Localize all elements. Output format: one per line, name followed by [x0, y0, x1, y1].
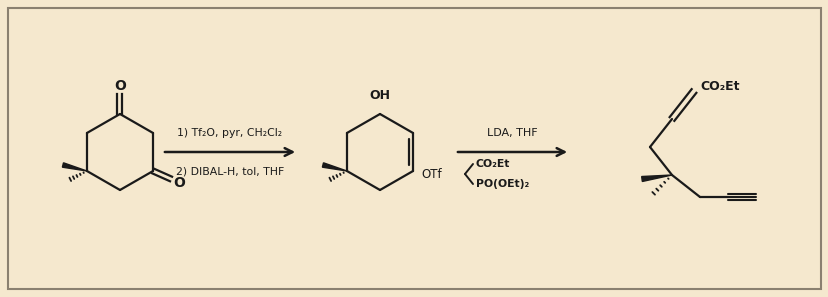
Polygon shape: [62, 163, 87, 171]
Text: CO₂Et: CO₂Et: [699, 80, 739, 94]
Text: O: O: [173, 176, 185, 190]
Polygon shape: [641, 175, 672, 181]
Text: CO₂Et: CO₂Et: [475, 159, 510, 169]
FancyBboxPatch shape: [8, 8, 820, 289]
Text: OTf: OTf: [421, 168, 441, 181]
Polygon shape: [322, 163, 347, 171]
Text: O: O: [114, 79, 126, 93]
Text: 1) Tf₂O, pyr, CH₂Cl₂: 1) Tf₂O, pyr, CH₂Cl₂: [177, 128, 282, 138]
Text: 2) DIBAL-H, tol, THF: 2) DIBAL-H, tol, THF: [176, 166, 284, 176]
Text: OH: OH: [369, 89, 390, 102]
Text: LDA, THF: LDA, THF: [487, 128, 537, 138]
Text: PO(OEt)₂: PO(OEt)₂: [475, 179, 528, 189]
